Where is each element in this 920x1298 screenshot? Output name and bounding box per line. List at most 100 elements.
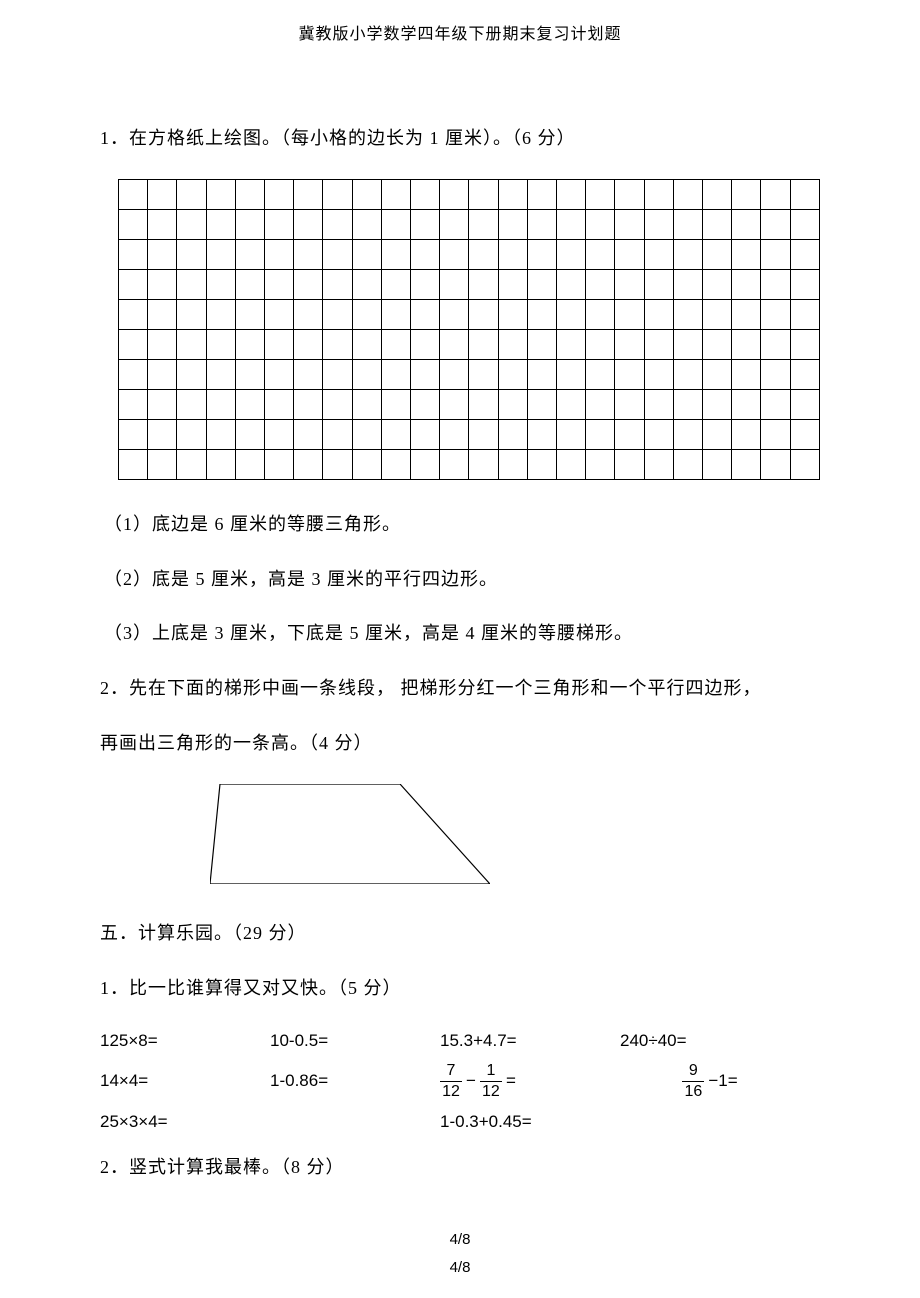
grid-cell — [673, 269, 702, 299]
q1-grid — [118, 179, 820, 480]
grid-cell — [265, 449, 294, 479]
grid-cell — [148, 179, 177, 209]
grid-cell — [644, 179, 673, 209]
grid-cell — [469, 419, 498, 449]
grid-cell — [235, 419, 264, 449]
grid-cell — [703, 449, 732, 479]
grid-cell — [615, 389, 644, 419]
grid-cell — [352, 419, 381, 449]
grid-cell — [527, 419, 556, 449]
grid-cell — [732, 329, 761, 359]
grid-cell — [148, 299, 177, 329]
grid-cell — [673, 239, 702, 269]
s5-q1-prompt: 1．比一比谁算得又对又快。（5 分） — [100, 974, 820, 1003]
grid-cell — [294, 209, 323, 239]
grid-cell — [673, 209, 702, 239]
grid-cell — [673, 329, 702, 359]
grid-cell — [761, 179, 790, 209]
grid-cell — [644, 299, 673, 329]
trapezoid-figure — [210, 784, 820, 889]
grid-cell — [790, 209, 819, 239]
grid-cell — [206, 449, 235, 479]
grid-cell — [586, 449, 615, 479]
grid-cell — [615, 449, 644, 479]
grid-cell — [761, 209, 790, 239]
grid-cell — [411, 299, 440, 329]
grid-cell — [557, 179, 586, 209]
grid-cell — [703, 269, 732, 299]
grid-cell — [148, 269, 177, 299]
grid-cell — [177, 329, 206, 359]
grid-cell — [119, 329, 148, 359]
grid-cell — [761, 299, 790, 329]
grid-cell — [265, 299, 294, 329]
grid-cell — [557, 419, 586, 449]
grid-cell — [352, 359, 381, 389]
frac-num: 1 — [486, 1062, 495, 1080]
grid-cell — [469, 209, 498, 239]
grid-cell — [498, 389, 527, 419]
grid-cell — [294, 179, 323, 209]
grid-cell — [119, 209, 148, 239]
grid-cell — [352, 179, 381, 209]
grid-cell — [469, 449, 498, 479]
calc-r1c2: 10-0.5= — [270, 1028, 440, 1054]
grid-cell — [440, 209, 469, 239]
grid-cell — [498, 359, 527, 389]
grid-cell — [206, 389, 235, 419]
frac-bar — [480, 1081, 502, 1082]
calc-r2c2: 1-0.86= — [270, 1062, 440, 1100]
grid-cell — [761, 329, 790, 359]
grid-cell — [177, 389, 206, 419]
grid-cell — [177, 359, 206, 389]
grid-cell — [527, 389, 556, 419]
grid-cell — [498, 299, 527, 329]
calc-r2c3: 7 12 − 1 12 = — [440, 1062, 620, 1100]
frac-op: − — [466, 1071, 476, 1091]
grid-cell — [265, 419, 294, 449]
grid-cell — [323, 299, 352, 329]
grid-cell — [673, 299, 702, 329]
grid-cell — [732, 449, 761, 479]
grid-cell — [586, 269, 615, 299]
grid-cell — [527, 209, 556, 239]
grid-cell — [411, 449, 440, 479]
frac-7-12: 7 12 — [440, 1062, 462, 1100]
grid-cell — [119, 179, 148, 209]
grid-cell — [235, 449, 264, 479]
q1-item-1: （1）底边是 6 厘米的等腰三角形。 — [104, 510, 820, 539]
grid-cell — [235, 299, 264, 329]
grid-cell — [644, 389, 673, 419]
grid-cell — [615, 269, 644, 299]
frac-1-12: 1 12 — [480, 1062, 502, 1100]
grid-cell — [732, 209, 761, 239]
grid-cell — [411, 269, 440, 299]
grid-cell — [206, 179, 235, 209]
grid-cell — [644, 269, 673, 299]
page-header-title: 冀教版小学数学四年级下册期末复习计划题 — [100, 20, 820, 44]
grid-cell — [294, 359, 323, 389]
grid-cell — [498, 449, 527, 479]
grid-cell — [352, 299, 381, 329]
grid-cell — [790, 269, 819, 299]
grid-cell — [469, 179, 498, 209]
grid-cell — [586, 209, 615, 239]
grid-cell — [206, 299, 235, 329]
grid-cell — [206, 209, 235, 239]
grid-cell — [703, 329, 732, 359]
grid-cell — [265, 269, 294, 299]
grid-cell — [265, 329, 294, 359]
grid-cell — [323, 179, 352, 209]
grid-cell — [440, 269, 469, 299]
grid-cell — [469, 389, 498, 419]
grid-cell — [265, 389, 294, 419]
grid-cell — [177, 299, 206, 329]
grid-cell — [586, 329, 615, 359]
grid-cell — [615, 179, 644, 209]
grid-cell — [790, 179, 819, 209]
grid-table — [118, 179, 820, 480]
frac-rest: −1= — [708, 1071, 737, 1091]
frac-eq: = — [506, 1071, 516, 1091]
calc-r3c2 — [270, 1109, 440, 1135]
grid-cell — [323, 389, 352, 419]
